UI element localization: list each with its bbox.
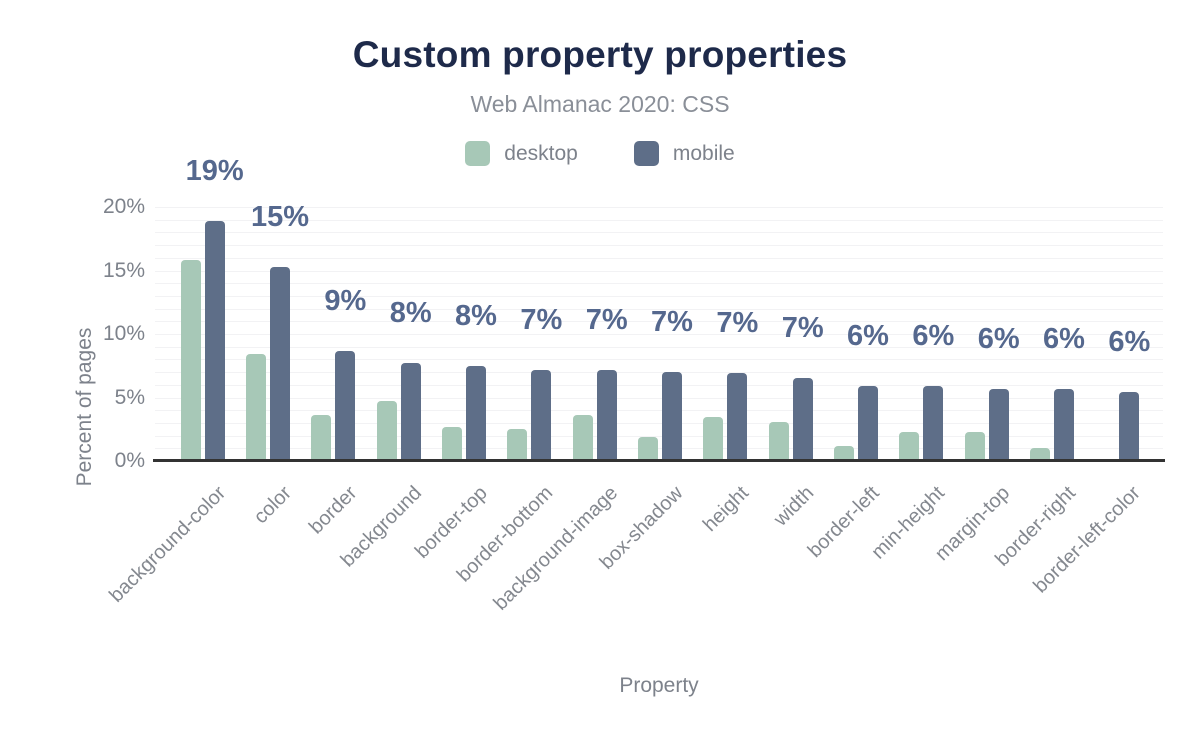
mobile-bar	[270, 266, 290, 461]
bar-value-label: 7%	[585, 303, 628, 336]
gridline	[155, 422, 1163, 424]
gridline	[155, 334, 1163, 335]
bar-value-label: 15%	[250, 200, 310, 233]
bar-value-label: 7%	[781, 312, 824, 345]
x-tick-label: background-image	[489, 482, 623, 615]
gridline	[155, 321, 1163, 323]
gridline	[155, 245, 1163, 247]
bar-value-label: 8%	[455, 299, 497, 332]
y-tick-label: 20%	[102, 195, 145, 218]
mobile-bar	[400, 363, 421, 461]
y-tick-label: 5%	[114, 385, 145, 409]
gridline	[155, 435, 1163, 437]
gridline	[155, 359, 1163, 361]
x-tick-label: border	[304, 482, 361, 539]
gridline	[155, 448, 1163, 450]
bar-value-label: 7%	[651, 306, 693, 339]
desktop-bar	[507, 429, 528, 461]
legend-label-desktop: desktop	[504, 141, 578, 165]
gridline	[155, 207, 1163, 208]
mobile-bar	[596, 369, 617, 461]
x-tick-label: width	[769, 482, 819, 531]
gridline	[155, 410, 1163, 412]
desktop-bar	[311, 415, 332, 461]
x-axis-title: Property	[619, 674, 699, 697]
mobile-bar	[662, 372, 682, 461]
gridline	[155, 372, 1163, 374]
gridline	[155, 295, 1163, 297]
mobile-bar	[531, 369, 552, 461]
y-tick-label: 10%	[102, 322, 145, 345]
desktop-bar	[246, 354, 266, 461]
legend: desktop mobile	[0, 141, 1200, 166]
x-tick-label: height	[698, 482, 753, 537]
mobile-bar	[335, 350, 356, 461]
y-tick-label: 0%	[114, 449, 145, 472]
desktop-bar	[768, 421, 789, 461]
bar-value-label: 6%	[847, 320, 889, 353]
x-tick-label: color	[249, 482, 296, 529]
bar-value-label: 9%	[324, 284, 367, 317]
x-tick-label: background-color	[105, 482, 231, 607]
bar-value-label: 8%	[389, 297, 432, 330]
gridline	[155, 283, 1163, 285]
mobile-bar	[1054, 388, 1074, 461]
mobile-bar	[792, 378, 813, 461]
y-tick-label: 15%	[102, 258, 145, 282]
mobile-bar	[466, 365, 486, 461]
desktop-bar	[834, 445, 854, 461]
bar-value-label: 19%	[185, 154, 244, 187]
y-axis-title: Percent of pages	[73, 327, 96, 487]
gridline	[155, 346, 1163, 348]
chart-title: Custom property properties	[352, 34, 848, 75]
bar-value-label: 7%	[520, 303, 563, 336]
desktop-bar	[964, 431, 985, 461]
x-axis-baseline	[153, 459, 1165, 462]
mobile-bar	[204, 220, 225, 461]
bar-value-label: 6%	[977, 322, 1020, 355]
legend-item-desktop: desktop	[465, 141, 578, 166]
mobile-bar	[727, 373, 748, 461]
desktop-swatch-icon	[465, 141, 491, 166]
legend-item-mobile: mobile	[633, 141, 735, 166]
gridline	[155, 397, 1163, 399]
desktop-bar	[376, 401, 397, 461]
mobile-bar	[988, 388, 1009, 461]
mobile-bar	[923, 386, 944, 461]
desktop-bar	[180, 260, 201, 461]
mobile-bar	[858, 386, 878, 461]
desktop-bar	[1030, 448, 1050, 461]
gridline	[155, 270, 1163, 272]
gridline	[155, 232, 1163, 234]
mobile-bar	[1119, 392, 1140, 461]
bar-value-label: 6%	[1108, 326, 1151, 359]
desktop-bar	[572, 415, 593, 461]
desktop-bar	[638, 436, 658, 461]
desktop-bar	[703, 416, 724, 461]
mobile-swatch-icon	[633, 141, 659, 166]
chart-subtitle: Web Almanac 2020: CSS	[470, 91, 730, 117]
gridline	[155, 308, 1163, 310]
bar-value-label: 6%	[1043, 322, 1085, 355]
gridline	[155, 384, 1163, 386]
desktop-bar	[442, 426, 462, 461]
gridline	[155, 257, 1163, 259]
gridline	[155, 219, 1163, 221]
bar-value-label: 7%	[716, 307, 759, 340]
legend-label-mobile: mobile	[672, 141, 735, 165]
bar-value-label: 6%	[912, 320, 955, 353]
desktop-bar	[899, 431, 920, 461]
